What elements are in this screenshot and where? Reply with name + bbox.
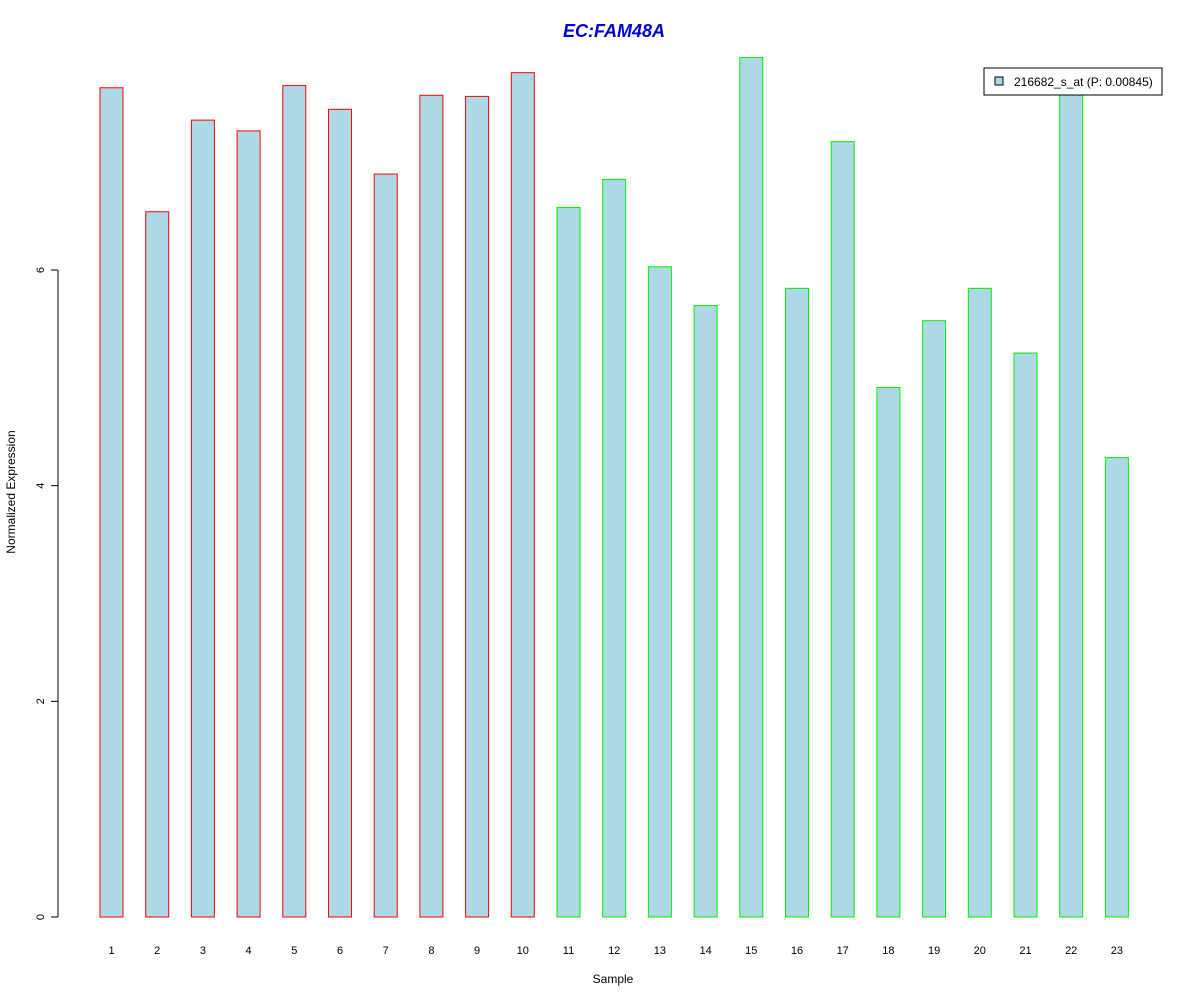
- y-axis-label: Normalized Expression: [4, 430, 18, 553]
- bar-sample-4: [236, 130, 261, 918]
- bar-sample-19: [922, 320, 947, 918]
- bar-sample-10: [510, 72, 535, 918]
- bar-sample-17: [830, 141, 855, 918]
- x-tick-label: 5: [291, 945, 297, 957]
- x-tick-label: 22: [1065, 945, 1077, 957]
- y-tick-label: 4: [35, 483, 47, 489]
- bar-sample-15: [739, 57, 764, 918]
- bar-sample-6: [328, 108, 352, 918]
- bar-sample-14: [693, 305, 718, 918]
- y-axis: 0 2 4 6: [35, 267, 59, 920]
- x-tick-label: 4: [246, 945, 252, 957]
- x-tick-label: 11: [563, 945, 574, 957]
- x-tick-label: 7: [383, 945, 389, 957]
- x-tick-label: 8: [428, 945, 434, 957]
- x-tick-label: 14: [699, 945, 711, 957]
- x-tick-label: 18: [882, 945, 894, 957]
- bar-sample-21: [1013, 352, 1038, 918]
- bar-sample-23: [1104, 457, 1129, 918]
- x-tick-label: 6: [337, 945, 343, 957]
- x-tick-label: 12: [608, 945, 620, 957]
- bar-sample-8: [419, 94, 444, 918]
- bar-sample-11: [556, 206, 581, 918]
- x-tick-label: 17: [837, 945, 849, 957]
- bar-sample-13: [647, 266, 672, 918]
- y-tick-label: 0: [35, 914, 47, 920]
- bar-sample-5: [282, 85, 307, 918]
- bar-sample-12: [602, 178, 627, 918]
- x-tick-label: 19: [928, 945, 940, 957]
- legend-box: [983, 67, 1163, 96]
- bar-sample-16: [785, 287, 809, 918]
- y-tick-label: 6: [35, 267, 47, 273]
- x-tick-label: 23: [1111, 945, 1123, 957]
- bars: [99, 57, 1129, 918]
- bar-sample-1: [99, 87, 124, 918]
- x-tick-label: 1: [108, 945, 114, 957]
- x-tick-labels: 1 2 3 4 5 6 7 8 9 10 11 12 13 14 15 16 17 18 19 20 21 22 23: [108, 945, 1123, 957]
- bar-sample-9: [465, 95, 490, 918]
- y-tick-label: 2: [35, 698, 47, 704]
- legend-swatch: [994, 76, 1004, 86]
- x-tick-label: 16: [791, 945, 803, 957]
- x-tick-label: 15: [745, 945, 757, 957]
- legend-label: 216682_s_at (P: 0.00845): [1014, 75, 1153, 89]
- x-tick-label: 9: [474, 945, 480, 957]
- x-axis-label: Sample: [593, 972, 634, 986]
- legend: 216682_s_at (P: 0.00845): [983, 67, 1163, 96]
- x-tick-label: 10: [517, 945, 529, 957]
- chart-title: EC:FAM48A: [563, 21, 665, 41]
- x-tick-label: 20: [974, 945, 986, 957]
- bar-sample-3: [190, 119, 215, 918]
- bar-sample-7: [373, 173, 398, 918]
- x-tick-label: 21: [1019, 945, 1031, 957]
- bar-sample-2: [145, 211, 170, 918]
- x-tick-label: 3: [200, 945, 206, 957]
- x-tick-label: 2: [154, 945, 160, 957]
- bar-sample-22: [1059, 93, 1084, 918]
- bar-sample-20: [967, 287, 992, 918]
- x-tick-label: 13: [654, 945, 666, 957]
- bar-sample-18: [876, 387, 901, 918]
